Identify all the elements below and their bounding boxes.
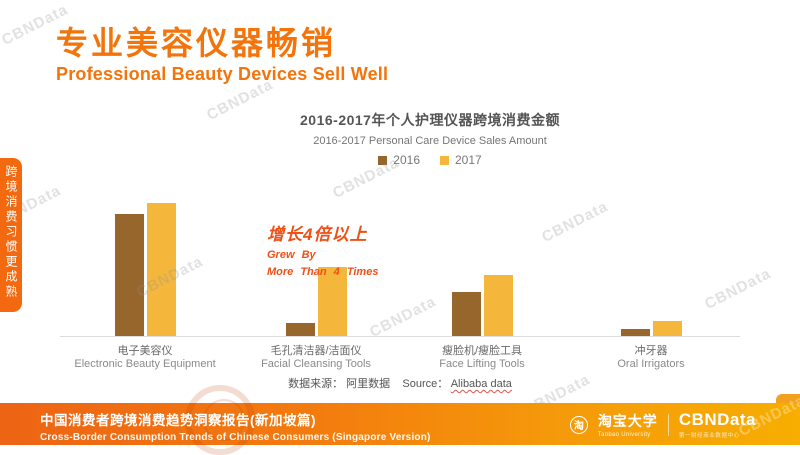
cbndata-logo: CBNData: [678, 410, 756, 429]
footer-logos: 淘 淘宝大学 Taobao University CBNData 第一财经商业数…: [569, 410, 756, 439]
right-edge-tab: [776, 394, 800, 404]
category-label-cn-1: 电子美容仪: [117, 345, 173, 357]
page-title: 专业美容仪器畅销: [56, 25, 337, 61]
page-header: 专业美容仪器畅销 Professional Beauty Devices Sel…: [56, 24, 388, 85]
category-label-cn-3: 瘦脸机/瘦脸工具: [441, 345, 523, 357]
category-label-en-1: Electronic Beauty Equipment: [74, 358, 216, 370]
taobao-university-block: 淘宝大学 Taobao University: [598, 411, 658, 438]
growth-annotation-en-2: More Than 4 Times: [267, 266, 379, 278]
category-label-en-2: Facial Cleansing Tools: [261, 358, 371, 370]
cbndata-block: CBNData 第一财经商业数据中心: [679, 410, 756, 439]
chart-subtitle: 2016-2017 Personal Care Device Sales Amo…: [313, 135, 547, 147]
source-label-en: Source：: [402, 378, 449, 390]
report-title-block: 中国消费者跨境消费趋势洞察报告(新加坡篇) Cross-Border Consu…: [40, 409, 431, 443]
chart-legend: 2016 2017: [100, 153, 760, 167]
taobao-university-cn: 淘宝大学: [597, 413, 658, 429]
footer-bar: 中国消费者跨境消费趋势洞察报告(新加坡篇) Cross-Border Consu…: [0, 385, 800, 455]
legend-swatch-2017: [440, 155, 449, 165]
bar-2016-2: [285, 323, 315, 336]
category-label-cn-4: 冲牙器: [634, 345, 668, 357]
bar-2016-1: [114, 214, 144, 336]
category-label-en-3: Face Lifting Tools: [439, 358, 525, 370]
taobao-university-en: Taobao University: [597, 432, 651, 438]
cbndata-sub: 第一财经商业数据中心: [678, 433, 740, 439]
legend-label-2017: 2017: [455, 153, 482, 167]
category-label-cn-2: 毛孔清洁器/洁面仪: [270, 345, 362, 357]
bar-2017-2: [317, 267, 347, 336]
growth-annotation: 增长4倍以上 Grew By More Than 4 Times: [267, 220, 378, 279]
bar-2016-4: [620, 329, 650, 336]
bar-2017-1: [146, 203, 176, 336]
category-label-en-4: Oral Irrigators: [617, 358, 685, 370]
data-source-line: 数据来源： 阿里数据 Source： Alibaba data: [60, 375, 740, 391]
bar-chart-plot: 增长4倍以上 Grew By More Than 4 Times: [60, 180, 740, 337]
chart-header: 2016-2017年个人护理仪器跨境消费金额 2016-2017 Persona…: [100, 110, 760, 147]
side-tab-label: 跨境消费习惯更成熟: [4, 165, 18, 300]
legend-item-2016: 2016: [378, 153, 420, 167]
chart-title: 2016-2017年个人护理仪器跨境消费金额: [300, 112, 560, 128]
taobao-logo-icon: 淘: [569, 415, 588, 434]
logo-divider: [667, 413, 669, 436]
report-title-en: Cross-Border Consumption Trends of Chine…: [40, 432, 431, 443]
growth-annotation-en-1: Grew By: [267, 249, 316, 261]
page-subtitle: Professional Beauty Devices Sell Well: [56, 64, 389, 84]
category-labels: 电子美容仪 Electronic Beauty Equipment 毛孔清洁器/洁面…: [60, 342, 740, 376]
bar-2017-3: [483, 275, 513, 336]
growth-annotation-cn: 增长4倍以上: [267, 225, 368, 244]
side-tab: 跨境消费习惯更成熟: [0, 158, 22, 312]
legend-label-2016: 2016: [393, 153, 420, 167]
source-value: Alibaba data: [450, 378, 512, 390]
legend-item-2017: 2017: [440, 153, 482, 167]
source-label-cn: 数据来源： 阿里数据: [288, 378, 391, 390]
legend-swatch-2016: [378, 155, 388, 165]
bar-2016-3: [451, 292, 481, 336]
report-title-cn: 中国消费者跨境消费趋势洞察报告(新加坡篇): [40, 413, 316, 428]
bar-2017-4: [652, 321, 682, 336]
footer-seal-decoration-inner: [203, 399, 245, 441]
